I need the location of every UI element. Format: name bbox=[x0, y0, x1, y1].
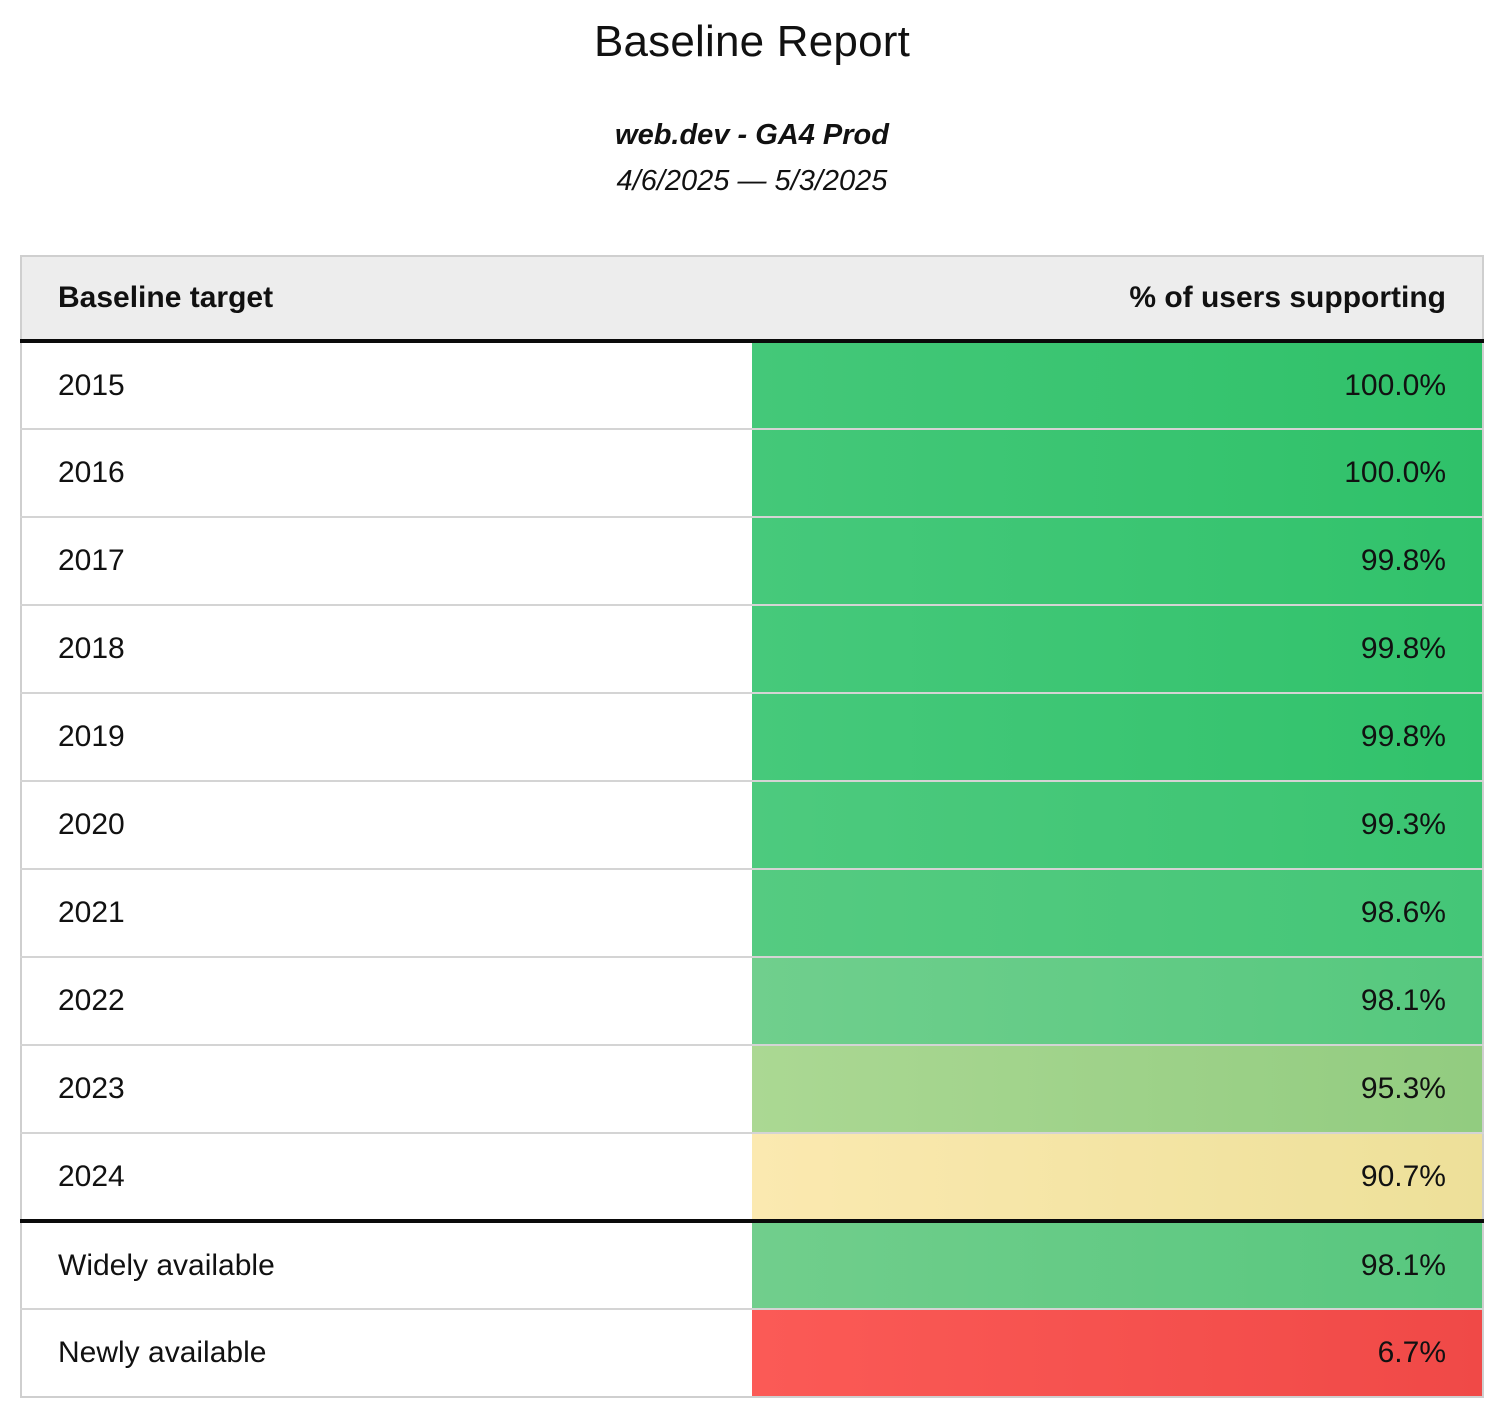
table-row: Newly available 6.7% bbox=[21, 1308, 1483, 1398]
table-header-row: Baseline target % of users supporting bbox=[21, 256, 1483, 344]
column-header-percent-users: % of users supporting bbox=[752, 256, 1483, 344]
target-cell: 2021 bbox=[21, 868, 752, 958]
target-cell: 2020 bbox=[21, 780, 752, 870]
table-row: 2023 95.3% bbox=[21, 1044, 1483, 1134]
target-cell: 2015 bbox=[21, 340, 752, 430]
target-cell: 2022 bbox=[21, 956, 752, 1046]
value-cell: 98.1% bbox=[752, 956, 1483, 1046]
value-cell: 98.6% bbox=[752, 868, 1483, 958]
table-row: 2024 90.7% bbox=[21, 1132, 1483, 1222]
table-row: 2018 99.8% bbox=[21, 604, 1483, 694]
table-row: 2019 99.8% bbox=[21, 692, 1483, 782]
table-row: 2020 99.3% bbox=[21, 780, 1483, 870]
table-header: Baseline target % of users supporting bbox=[21, 256, 1483, 344]
page-title: Baseline Report bbox=[593, 17, 911, 66]
target-cell: 2023 bbox=[21, 1044, 752, 1134]
table-row: 2017 99.8% bbox=[21, 516, 1483, 606]
column-header-baseline-target: Baseline target bbox=[21, 256, 752, 344]
target-cell: Widely available bbox=[21, 1219, 752, 1310]
report-subtitle: web.dev - GA4 Prod bbox=[615, 118, 889, 151]
report-header: Baseline Report web.dev - GA4 Prod 4/6/2… bbox=[0, 0, 1504, 198]
table-body: 2015 100.0% 2016 100.0% 2017 99.8% 2018 … bbox=[21, 340, 1483, 1398]
table-row: Widely available 98.1% bbox=[21, 1219, 1483, 1310]
target-cell: 2018 bbox=[21, 604, 752, 694]
value-cell: 99.8% bbox=[752, 692, 1483, 782]
target-cell: Newly available bbox=[21, 1308, 752, 1398]
value-cell: 98.1% bbox=[752, 1219, 1483, 1310]
value-cell: 90.7% bbox=[752, 1132, 1483, 1222]
table-row: 2015 100.0% bbox=[21, 340, 1483, 430]
target-cell: 2017 bbox=[21, 516, 752, 606]
baseline-table: Baseline target % of users supporting 20… bbox=[20, 255, 1484, 1399]
table-row: 2016 100.0% bbox=[21, 428, 1483, 518]
report-date-range: 4/6/2025 — 5/3/2025 bbox=[616, 165, 888, 198]
table-row: 2022 98.1% bbox=[21, 956, 1483, 1046]
target-cell: 2019 bbox=[21, 692, 752, 782]
value-cell: 95.3% bbox=[752, 1044, 1483, 1134]
value-cell: 99.3% bbox=[752, 780, 1483, 870]
value-cell: 6.7% bbox=[752, 1308, 1483, 1398]
value-cell: 100.0% bbox=[752, 340, 1483, 430]
target-cell: 2024 bbox=[21, 1132, 752, 1222]
value-cell: 99.8% bbox=[752, 604, 1483, 694]
value-cell: 99.8% bbox=[752, 516, 1483, 606]
value-cell: 100.0% bbox=[752, 428, 1483, 518]
target-cell: 2016 bbox=[21, 428, 752, 518]
table-row: 2021 98.6% bbox=[21, 868, 1483, 958]
